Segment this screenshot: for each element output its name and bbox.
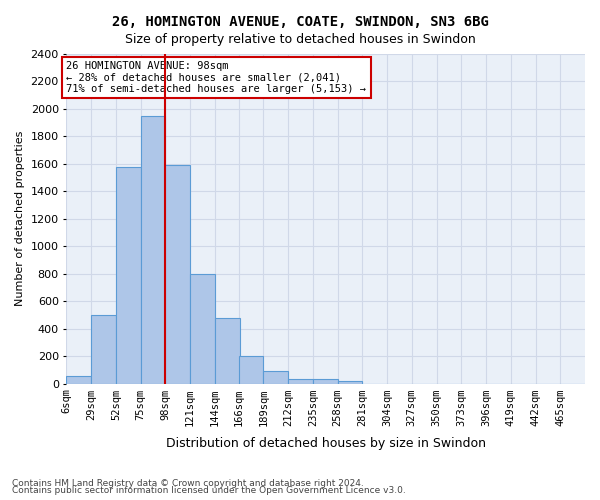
Bar	[166, 165, 190, 384]
Bar	[288, 378, 313, 384]
Text: 26, HOMINGTON AVENUE, COATE, SWINDON, SN3 6BG: 26, HOMINGTON AVENUE, COATE, SWINDON, SN…	[112, 15, 488, 29]
Y-axis label: Number of detached properties: Number of detached properties	[15, 131, 25, 306]
X-axis label: Distribution of detached houses by size in Swindon: Distribution of detached houses by size …	[166, 437, 486, 450]
Text: Size of property relative to detached houses in Swindon: Size of property relative to detached ho…	[125, 32, 475, 46]
Bar	[215, 318, 239, 384]
Bar	[313, 380, 338, 384]
Bar	[116, 168, 140, 384]
Bar	[338, 381, 362, 384]
Bar	[140, 116, 166, 384]
Bar	[190, 274, 215, 384]
Bar	[67, 376, 91, 384]
Bar	[239, 356, 263, 384]
Text: Contains HM Land Registry data © Crown copyright and database right 2024.: Contains HM Land Registry data © Crown c…	[12, 478, 364, 488]
Text: 26 HOMINGTON AVENUE: 98sqm
← 28% of detached houses are smaller (2,041)
71% of s: 26 HOMINGTON AVENUE: 98sqm ← 28% of deta…	[67, 61, 367, 94]
Bar	[263, 371, 288, 384]
Bar	[91, 315, 116, 384]
Text: Contains public sector information licensed under the Open Government Licence v3: Contains public sector information licen…	[12, 486, 406, 495]
